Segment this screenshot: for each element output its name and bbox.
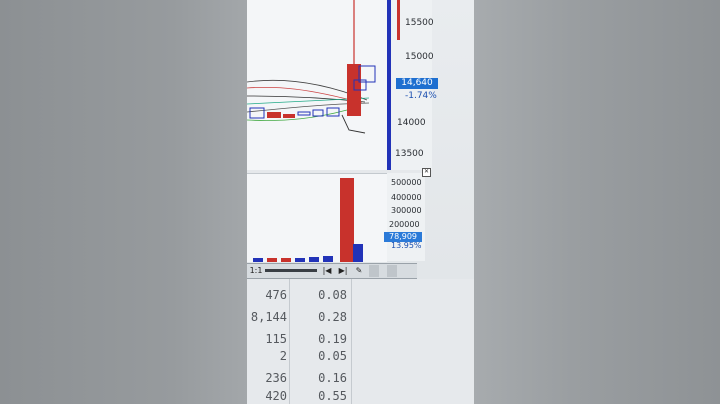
change-percent: -1.74% (405, 91, 437, 101)
volume-tick: 400000 (391, 193, 422, 202)
volume-bar (295, 258, 305, 262)
table-row[interactable]: 2 0.05 (247, 349, 474, 371)
grid-divider (289, 279, 290, 404)
candle (283, 114, 295, 118)
volume-axis: 500000 400000 300000 200000 (387, 173, 425, 261)
volume-bar (281, 258, 291, 262)
qty-cell: 420 (265, 389, 287, 403)
grid-divider (351, 279, 352, 404)
candle (249, 107, 265, 119)
qty-cell: 2 (279, 349, 287, 363)
volume-chart-svg (253, 178, 363, 262)
current-volume-tag: 78,909 (384, 232, 422, 242)
trading-screen: 15500 15000 14000 13500 14,640 -1.74% 50… (247, 0, 474, 404)
price-chart-panel[interactable] (247, 0, 388, 170)
first-button[interactable]: |◀ (322, 266, 332, 275)
ratio-cell: 0.55 (318, 389, 347, 403)
zoom-button[interactable]: 1:1 (249, 266, 263, 275)
background-right (474, 0, 720, 404)
ratio-cell: 0.16 (318, 371, 347, 385)
draw-tool-button[interactable]: ✎ (355, 266, 363, 275)
price-axis-blue-marker (387, 0, 391, 170)
volume-bar (267, 258, 277, 262)
price-tick: 14000 (397, 118, 426, 128)
chart-toolbar: 1:1 |◀ ▶| ✎ (247, 263, 417, 279)
ratio-cell: 0.19 (318, 332, 347, 346)
volume-bar (323, 256, 333, 262)
qty-cell: 115 (265, 332, 287, 346)
table-row[interactable]: 8,144 0.28 (247, 310, 474, 332)
volume-chart-panel[interactable] (247, 173, 387, 262)
volume-tick: 200000 (389, 220, 420, 229)
close-panel-button[interactable]: ✕ (422, 168, 431, 177)
background-left (0, 0, 247, 404)
current-price-tag: 14,640 (396, 78, 438, 89)
qty-cell: 8,144 (250, 310, 287, 324)
volume-bar (253, 258, 263, 262)
table-row[interactable]: 236 0.16 (247, 371, 474, 393)
ratio-cell: 0.05 (318, 349, 347, 363)
data-grid (247, 279, 474, 404)
price-tick: 13500 (395, 149, 424, 159)
table-row[interactable]: 420 0.55 (247, 389, 474, 404)
candle (326, 107, 340, 117)
ratio-cell: 0.08 (318, 288, 347, 302)
volume-bar-latest (340, 178, 354, 262)
price-chart-svg (247, 0, 376, 134)
zoom-slider[interactable] (265, 269, 317, 272)
table-row[interactable]: 476 0.08 (247, 288, 474, 310)
last-button[interactable]: ▶| (338, 266, 348, 275)
qty-cell: 236 (265, 371, 287, 385)
volume-bar (309, 257, 319, 262)
volume-bar (353, 244, 363, 262)
table-row[interactable]: 115 0.19 (247, 332, 474, 354)
settings-icon[interactable] (369, 265, 379, 277)
qty-cell: 476 (265, 288, 287, 302)
volume-tick: 300000 (391, 206, 422, 215)
price-tick: 15000 (405, 52, 434, 62)
candle (297, 111, 311, 116)
price-tick: 15500 (405, 18, 434, 28)
grid-icon[interactable] (387, 265, 397, 277)
ratio-cell: 0.28 (318, 310, 347, 324)
volume-tick: 500000 (391, 178, 422, 187)
volume-percent: 13.95% (391, 241, 422, 250)
price-axis-red-marker (397, 0, 400, 40)
candle (312, 109, 324, 117)
candle (267, 112, 281, 118)
